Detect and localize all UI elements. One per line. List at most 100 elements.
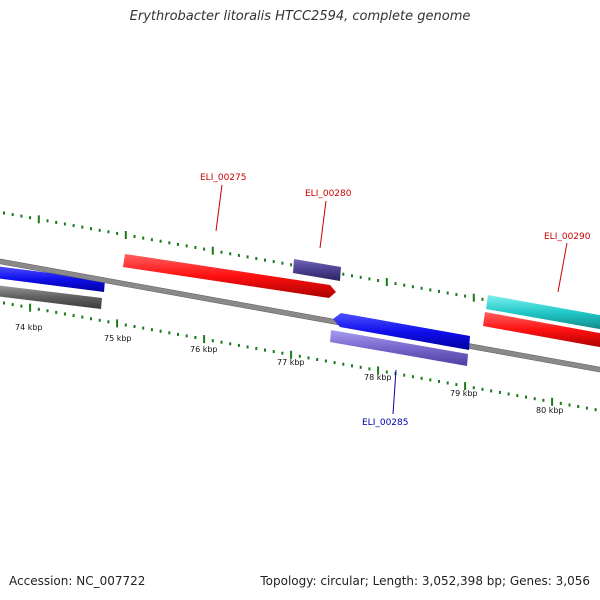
scale-label-74: 74 kbp (15, 323, 43, 332)
inner-tick (150, 328, 153, 332)
outer-tick (394, 282, 397, 286)
inner-tick-row (3, 301, 597, 412)
gene-box-eli-00285[interactable] (330, 330, 468, 366)
inner-tick (185, 334, 188, 338)
inner-tick (281, 351, 284, 355)
outer-tick (211, 246, 214, 255)
inner-tick (237, 343, 240, 347)
outer-tick (194, 246, 197, 249)
outer-tick (464, 294, 467, 298)
inner-tick (551, 397, 554, 406)
inner-tick (420, 376, 423, 380)
outer-tick (142, 236, 145, 240)
inner-tick (298, 354, 301, 358)
inner-tick (194, 336, 197, 339)
outer-tick (63, 222, 66, 226)
outer-tick (420, 286, 423, 290)
outer-tick (272, 260, 275, 264)
gene-box-eli-00290[interactable] (486, 295, 600, 330)
outer-tick (90, 227, 92, 231)
inner-tick (429, 378, 432, 382)
inner-tick (142, 326, 145, 330)
inner-tick (507, 392, 510, 396)
inner-tick (481, 387, 484, 391)
gene-box-eli-00280[interactable] (293, 259, 341, 281)
inner-tick (333, 361, 336, 365)
outer-tick (429, 288, 432, 292)
inner-tick (472, 386, 475, 390)
gene-label-eli-00280[interactable]: ELI_00280 (305, 189, 352, 199)
inner-tick (377, 366, 380, 375)
outer-tick (446, 291, 449, 295)
leader-line-eli-00275 (215, 184, 223, 232)
outer-tick (237, 253, 240, 257)
inner-tick (264, 348, 266, 352)
inner-tick (577, 405, 580, 408)
outer-tick (359, 275, 362, 279)
inner-tick (203, 335, 206, 344)
outer-tick (246, 255, 249, 259)
outer-tick (107, 230, 110, 234)
cds-eli-00275[interactable] (123, 254, 336, 298)
inner-tick (307, 356, 310, 360)
inner-tick (72, 314, 75, 318)
inner-tick (90, 317, 92, 321)
inner-tick (229, 342, 232, 346)
inner-tick (124, 323, 127, 327)
outer-tick (203, 247, 206, 251)
inner-tick (359, 365, 362, 369)
outer-tick (290, 263, 293, 267)
inner-tick (11, 303, 14, 307)
inner-tick (542, 398, 545, 402)
inner-tick (290, 350, 293, 359)
inner-tick (594, 408, 597, 412)
outer-tick (81, 225, 84, 229)
gene-label-eli-00275[interactable]: ELI_00275 (200, 173, 247, 183)
blue-cds-left[interactable] (0, 266, 105, 292)
outer-tick (72, 224, 75, 228)
outer-tick (46, 219, 49, 223)
inner-tick (324, 359, 327, 363)
outer-tick (185, 244, 188, 248)
inner-tick (20, 304, 23, 308)
scale-label-77: 77 kbp (277, 358, 305, 367)
scale-label-79: 79 kbp (450, 389, 478, 398)
outer-tick (3, 211, 5, 215)
inner-tick (411, 375, 414, 379)
inner-tick (107, 320, 110, 324)
cds-eli-00285[interactable] (333, 313, 470, 350)
scale-label-80: 80 kbp (536, 406, 564, 415)
scale-label-78: 78 kbp (364, 373, 392, 382)
inner-tick (455, 383, 458, 387)
inner-tick (403, 373, 406, 377)
gene-label-eli-00290[interactable]: ELI_00290 (544, 232, 591, 242)
inner-tick (316, 358, 319, 361)
scale-label-75: 75 kbp (104, 334, 132, 343)
outer-tick (481, 297, 484, 301)
inner-tick (498, 390, 501, 394)
cds-eli-00290[interactable] (483, 312, 600, 348)
outer-tick (368, 277, 371, 281)
outer-tick (150, 238, 153, 242)
outer-tick (455, 293, 458, 297)
inner-tick (133, 325, 136, 328)
outer-tick (438, 289, 440, 293)
outer-tick (168, 241, 171, 245)
inner-tick (81, 315, 84, 319)
outer-tick (377, 279, 380, 282)
inner-tick (585, 406, 588, 410)
grey-gene-box[interactable] (0, 285, 102, 309)
leader-line-eli-00290 (557, 242, 568, 293)
outer-tick (220, 250, 223, 254)
outer-tick (133, 235, 136, 238)
inner-tick (98, 318, 101, 322)
inner-tick (37, 307, 40, 311)
inner-tick (46, 309, 49, 313)
outer-tick (411, 285, 414, 289)
inner-tick (246, 345, 249, 349)
outer-tick (37, 215, 40, 224)
gene-label-eli-00285[interactable]: ELI_00285 (362, 418, 409, 428)
inner-tick (272, 350, 275, 354)
inner-tick (255, 347, 258, 350)
